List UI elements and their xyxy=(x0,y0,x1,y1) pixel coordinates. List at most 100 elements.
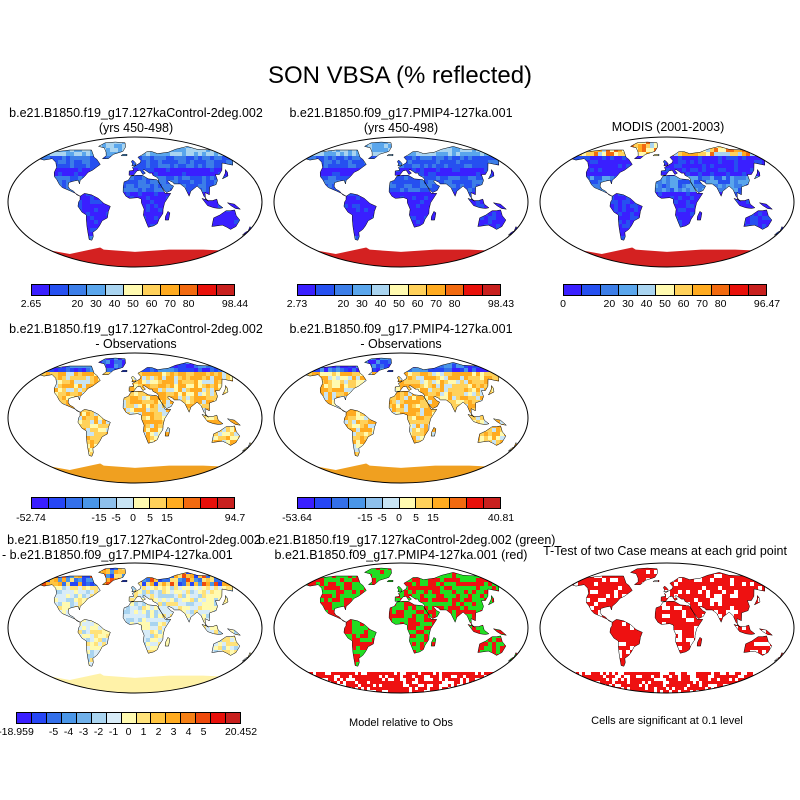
colorbar-swatch xyxy=(216,285,234,295)
map-panel-3 xyxy=(539,136,795,268)
coastline-japan xyxy=(753,168,761,180)
panel-8-note: Model relative to Obs xyxy=(349,717,453,729)
coastline-australia xyxy=(477,209,507,230)
panel-9-title-line1: T-Test of two Case means at each grid po… xyxy=(543,544,787,558)
colorbar-tick-label: 0 xyxy=(560,298,566,310)
coastline-africa xyxy=(122,391,172,444)
colorbar-swatch xyxy=(61,713,77,723)
colorbar-tick-label: 98.44 xyxy=(221,298,249,310)
coastline-north-america xyxy=(38,149,101,197)
map-frame xyxy=(539,562,795,694)
colorbar-swatch xyxy=(450,498,468,508)
colorbar-tick-label: -1 xyxy=(108,726,119,738)
coastline-iceland xyxy=(386,580,394,583)
colorbar-tick-label: 15 xyxy=(161,512,173,524)
panel-2-title: b.e21.B1850.f09_g17.PMIP4-127ka.001 (yrs… xyxy=(269,106,533,136)
panel-1-title-line1: b.e21.B1850.f19_g17.127kaControl-2deg.00… xyxy=(9,106,263,120)
colorbar-tick-label: 80 xyxy=(448,298,461,310)
coastline-iceland xyxy=(386,370,394,373)
colorbar-swatch xyxy=(196,713,212,723)
colorbar-swatch xyxy=(31,713,47,723)
colorbar-tick-label: 80 xyxy=(182,298,195,310)
coastline-indonesia xyxy=(201,413,224,425)
figure-title: SON VBSA (% reflected) xyxy=(267,62,533,89)
colorbar-tick-label: -5 xyxy=(48,726,59,738)
coastline-uk xyxy=(131,585,137,593)
coastline-madagascar xyxy=(164,637,171,647)
colorbar-panel-4 xyxy=(31,497,235,509)
colorbar-swatch xyxy=(693,285,712,295)
coastline-africa xyxy=(122,175,172,228)
colorbar-swatch xyxy=(314,498,332,508)
coastline-new-guinea xyxy=(227,418,242,426)
coastline-australia xyxy=(211,425,241,446)
coastline-north-america xyxy=(304,365,367,413)
coastline-north-america xyxy=(304,149,367,197)
map-frame xyxy=(273,352,529,484)
coastline-madagascar xyxy=(696,211,703,221)
colorbar-swatch xyxy=(408,285,428,295)
colorbar-tick-label: 1 xyxy=(140,726,147,738)
coastline-greenland xyxy=(363,141,392,159)
coastline-japan xyxy=(221,594,229,606)
colorbar-tick-label: 60 xyxy=(411,298,424,310)
coastline-new-guinea xyxy=(227,202,242,210)
panel-8-title: b.e21.B1850.f19_g17.127kaControl-2deg.00… xyxy=(258,533,555,563)
coastline-south-america xyxy=(77,193,111,241)
coastline-australia xyxy=(477,635,507,656)
panel-7-title-line2: - b.e21.B1850.f09_g17.PMIP4-127ka.001 xyxy=(2,548,233,562)
map-frame xyxy=(539,136,795,268)
colorbar-swatch xyxy=(124,285,143,295)
colorbar-tick-label: 2.73 xyxy=(286,298,308,310)
map-frame xyxy=(7,562,263,694)
colorbar-swatch xyxy=(17,713,32,723)
coastline-uk xyxy=(663,585,669,593)
coastline-indonesia xyxy=(201,623,224,635)
coastline-new-zealand xyxy=(241,652,253,662)
coastline-greenland xyxy=(363,357,392,375)
colorbar-swatch xyxy=(48,498,66,508)
panel-9-note: Cells are significant at 0.1 level xyxy=(591,715,743,727)
colorbar-swatch xyxy=(91,713,107,723)
colorbar-swatch xyxy=(82,498,100,508)
colorbar-tick-label: 20.452 xyxy=(224,726,258,738)
colorbar-swatch xyxy=(99,498,117,508)
panel-4-title-line2: - Observations xyxy=(95,337,177,351)
coastline-uk xyxy=(397,159,403,167)
colorbar-swatch xyxy=(445,285,465,295)
coastline-indonesia xyxy=(733,623,756,635)
colorbar-swatch xyxy=(748,285,766,295)
coastline-north-america xyxy=(570,575,633,623)
panel-4-title-line1: b.e21.B1850.f19_g17.127kaControl-2deg.00… xyxy=(9,322,263,336)
colorbar-swatch xyxy=(218,498,235,508)
coastline-iceland xyxy=(120,154,128,157)
coastline-madagascar xyxy=(164,211,171,221)
colorbar-panel-3 xyxy=(563,284,767,296)
coastline-north-america xyxy=(570,149,633,197)
coastline-new-guinea xyxy=(493,418,508,426)
coastline-new-guinea xyxy=(493,202,508,210)
colorbar-panel-7 xyxy=(16,712,241,724)
colorbar-tick-label: 20 xyxy=(337,298,350,310)
coastline-new-zealand xyxy=(507,652,519,662)
colorbar-tick-label: 70 xyxy=(696,298,708,310)
colorbar-tick-label: -2 xyxy=(93,726,104,738)
colorbar-tick-label: 0 xyxy=(396,512,402,524)
colorbar-labels-panel-7: -18.959 -5 -4 -3 -2 -1 0 1 2 3 4 5 20.452 xyxy=(0,726,257,740)
map-frame xyxy=(273,562,529,694)
colorbar-swatch xyxy=(316,285,335,295)
colorbar-tick-label: -52.74 xyxy=(16,512,46,524)
colorbar-swatch xyxy=(106,713,122,723)
colorbar-swatch xyxy=(674,285,694,295)
colorbar-tick-label: 5 xyxy=(200,726,207,738)
panel-3-title-line1: MODIS (2001-2003) xyxy=(611,120,725,134)
colorbar-swatch xyxy=(656,285,675,295)
coastline-greenland xyxy=(97,567,126,585)
colorbar-swatch xyxy=(32,498,49,508)
colorbar-swatch xyxy=(87,285,106,295)
colorbar-swatch xyxy=(50,285,69,295)
colorbar-tick-label: 30 xyxy=(622,298,634,310)
colorbar-swatch xyxy=(382,498,400,508)
colorbar-swatch xyxy=(68,285,88,295)
colorbar-tick-label: 5 xyxy=(147,512,153,524)
